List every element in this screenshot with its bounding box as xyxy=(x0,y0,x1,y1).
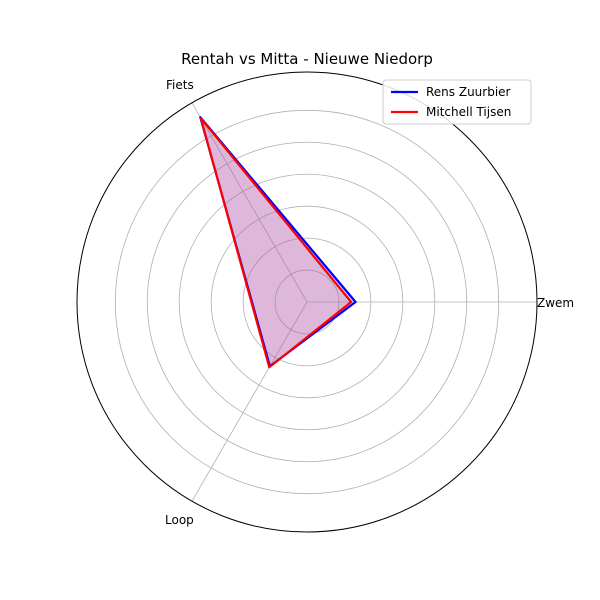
spoke-loop xyxy=(191,301,308,502)
legend: Rens Zuurbier Mitchell Tijsen xyxy=(382,79,532,125)
series-fill-rens xyxy=(200,117,356,367)
series-lines xyxy=(199,116,357,369)
spoke-lines xyxy=(191,102,537,502)
series-fills xyxy=(200,117,356,368)
legend-label-rens: Rens Zuurbier xyxy=(426,85,511,99)
spoke-fiets xyxy=(191,102,308,303)
axis-label-zwem: Zwem xyxy=(537,296,574,310)
axis-label-loop: Loop xyxy=(165,513,194,527)
chart-title: Rentah vs Mitta - Nieuwe Niedorp xyxy=(181,50,433,68)
series-fill-mitchell xyxy=(200,118,352,368)
axis-label-fiets: Fiets xyxy=(166,78,194,92)
legend-frame xyxy=(382,79,532,125)
series-line-mitchell xyxy=(199,117,353,369)
outer-frame xyxy=(76,71,538,533)
legend-label-mitchell: Mitchell Tijsen xyxy=(426,105,511,119)
